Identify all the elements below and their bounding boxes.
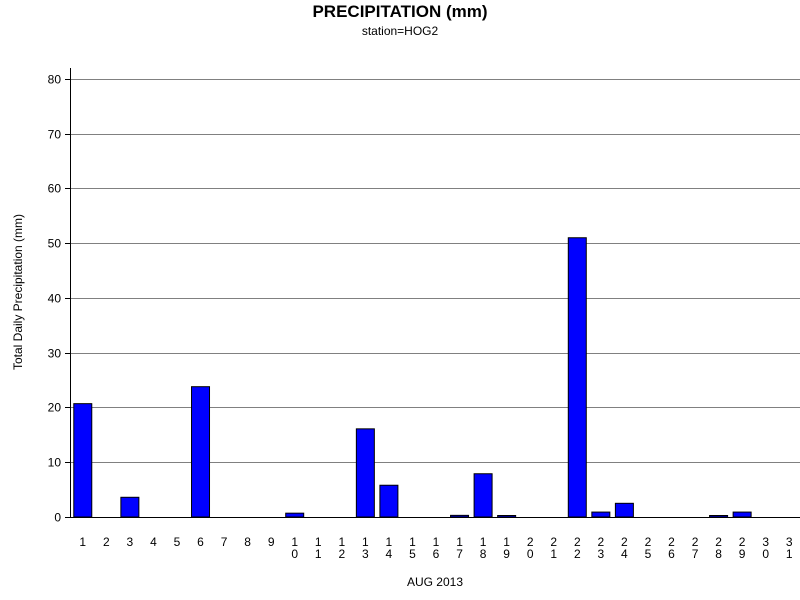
y-tick-label: 70 bbox=[48, 128, 62, 142]
bar bbox=[285, 512, 305, 518]
bar bbox=[73, 403, 93, 518]
y-axis-label: Total Daily Precipitation (mm) bbox=[11, 214, 25, 370]
bar bbox=[379, 484, 399, 518]
x-tick-label: 7 bbox=[221, 535, 228, 549]
x-tick-label: 6 bbox=[197, 535, 204, 549]
axes bbox=[65, 68, 800, 518]
chart-subtitle: station=HOG2 bbox=[362, 24, 439, 38]
chart-title: PRECIPITATION (mm) bbox=[312, 2, 487, 21]
y-tick-label: 60 bbox=[48, 182, 62, 196]
bars bbox=[73, 237, 752, 518]
bar bbox=[191, 386, 211, 518]
x-tick-label: 4 bbox=[150, 535, 157, 549]
y-tick-label: 20 bbox=[48, 401, 62, 415]
y-tick-label: 0 bbox=[54, 511, 61, 525]
y-tick-label: 50 bbox=[48, 237, 62, 251]
bar bbox=[473, 473, 493, 518]
x-axis-label: AUG 2013 bbox=[407, 575, 463, 589]
x-tick-label: 2 bbox=[103, 535, 110, 549]
bar bbox=[450, 514, 470, 518]
y-tick-label: 30 bbox=[48, 347, 62, 361]
gridlines bbox=[70, 79, 800, 463]
x-tick-label: 3 bbox=[127, 535, 134, 549]
bar bbox=[709, 515, 729, 518]
bar bbox=[120, 496, 140, 518]
y-tick-label: 80 bbox=[48, 73, 62, 87]
x-tick-label: 5 bbox=[174, 535, 181, 549]
bar bbox=[591, 511, 611, 518]
x-tick-labels: 1 2 3 4 5 6 7 8 9 1 01 11 21 31 41 51 61 71 81 92 02 12 22 32 42… bbox=[79, 535, 792, 561]
x-tick-label: 8 bbox=[244, 535, 251, 549]
bar bbox=[567, 237, 587, 518]
y-tick-label: 40 bbox=[48, 292, 62, 306]
x-tick-label: 9 bbox=[268, 535, 275, 549]
y-tick-labels: 0 10 20 30 40 50 60 70 80 bbox=[48, 73, 62, 525]
y-tick-label: 10 bbox=[48, 456, 62, 470]
bar bbox=[497, 515, 517, 518]
bar bbox=[355, 428, 375, 518]
x-tick-label: 1 bbox=[79, 535, 86, 549]
bar bbox=[614, 502, 634, 518]
bar bbox=[732, 511, 752, 518]
